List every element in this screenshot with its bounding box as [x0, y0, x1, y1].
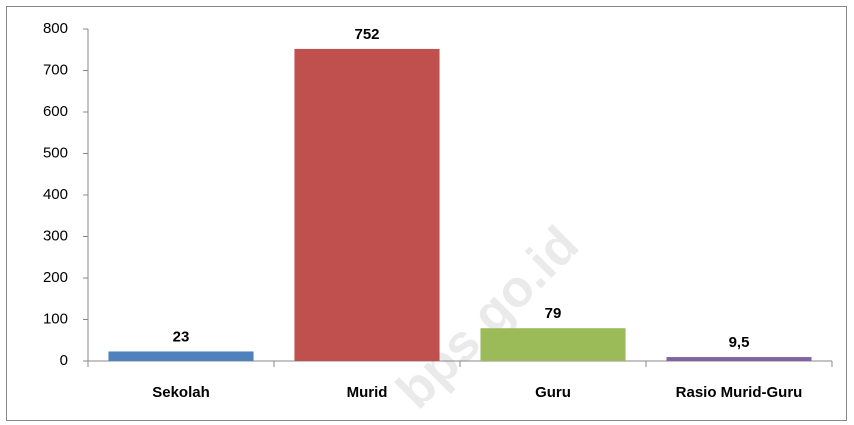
y-tick-label: 400 — [43, 186, 68, 203]
bar — [480, 328, 626, 361]
value-label: 79 — [545, 305, 562, 322]
bar — [666, 357, 812, 361]
y-tick-label: 100 — [43, 310, 68, 327]
y-tick-label: 300 — [43, 227, 68, 244]
y-tick-label: 0 — [60, 352, 68, 369]
value-label: 9,5 — [729, 334, 750, 351]
bar — [108, 351, 254, 361]
x-tick-label: Murid — [347, 384, 388, 401]
value-label: 23 — [173, 328, 190, 345]
bar — [294, 48, 440, 362]
y-tick-label: 500 — [43, 144, 68, 161]
y-tick-label: 800 — [43, 20, 68, 37]
y-tick-label: 600 — [43, 103, 68, 120]
y-tick-label: 200 — [43, 269, 68, 286]
value-label: 752 — [354, 26, 379, 43]
x-tick-label: Guru — [535, 384, 571, 401]
x-tick-label: Sekolah — [152, 384, 210, 401]
y-tick-label: 700 — [43, 61, 68, 78]
x-tick-label: Rasio Murid-Guru — [676, 384, 803, 401]
